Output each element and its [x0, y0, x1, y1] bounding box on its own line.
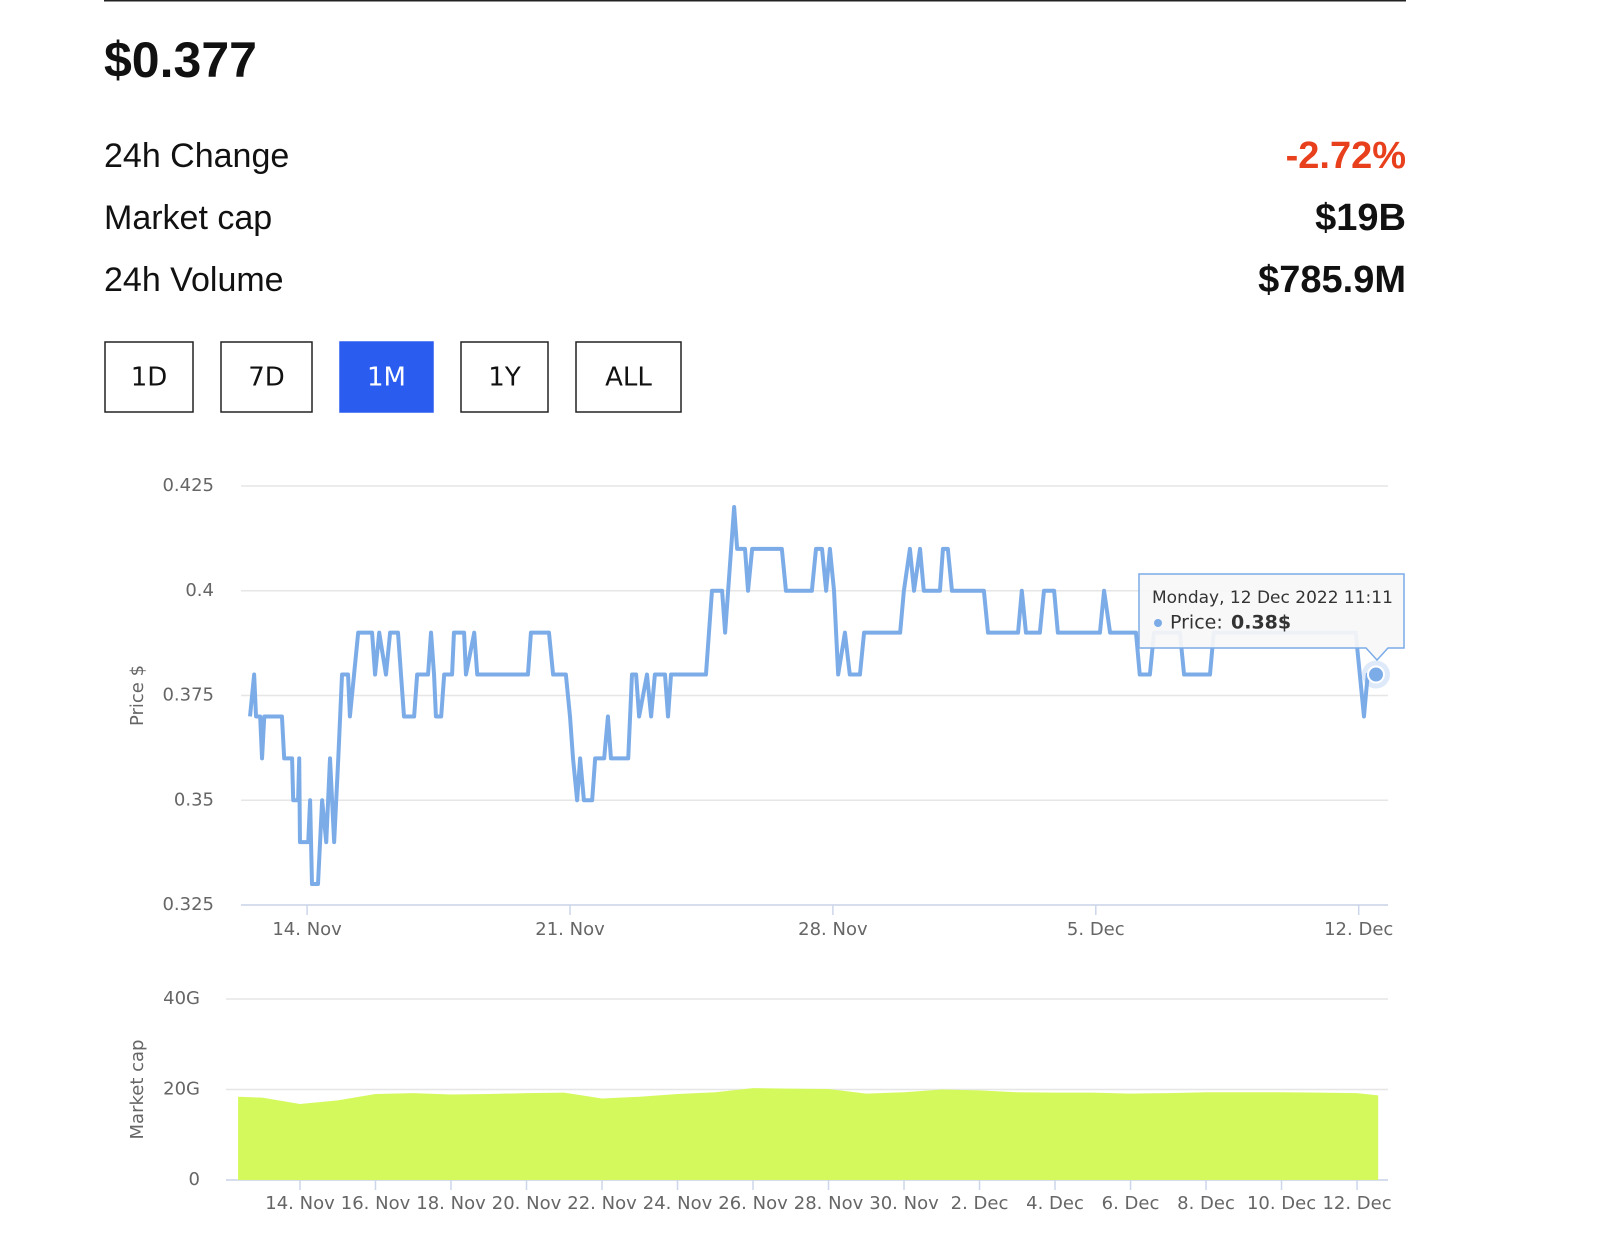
stat-value: $785.9M — [1258, 259, 1406, 301]
x-tick-label: 16. Nov — [341, 1193, 411, 1214]
range-button[interactable]: 7D — [220, 341, 313, 413]
stat-value: -2.72% — [1286, 135, 1406, 177]
stat-label: Market cap — [104, 199, 272, 237]
range-button[interactable]: ALL — [575, 341, 682, 413]
x-tick-label: 8. Dec — [1177, 1193, 1235, 1214]
price-line — [248, 504, 1376, 887]
range-button[interactable]: 1Y — [460, 341, 549, 413]
y-tick-label: 40G — [163, 988, 200, 1009]
button-box[interactable] — [339, 341, 434, 413]
x-tick-label: 12. Dec — [1322, 1193, 1391, 1214]
button-box[interactable] — [220, 341, 313, 413]
tooltip-value: 0.38$ — [1231, 612, 1291, 634]
button-label[interactable]: 7D — [248, 363, 285, 393]
x-tick-label: 14. Nov — [265, 1193, 335, 1214]
x-tick-label: 30. Nov — [869, 1193, 939, 1214]
x-tick-label: 24. Nov — [643, 1193, 713, 1214]
button-label[interactable]: 1M — [367, 363, 406, 393]
x-tick-label: 5. Dec — [1067, 919, 1125, 940]
y-tick-label: 20G — [163, 1079, 200, 1100]
x-tick-label: 26. Nov — [718, 1193, 788, 1214]
stat-value: $19B — [1315, 197, 1406, 239]
range-button[interactable]: 1M — [339, 341, 434, 413]
price: $0.377 — [104, 32, 257, 88]
y-tick-label: 0.35 — [174, 789, 214, 810]
tooltip-label: Price: — [1170, 612, 1223, 634]
button-box[interactable] — [104, 341, 194, 413]
x-tick-label: 10. Dec — [1247, 1193, 1316, 1214]
y-tick-label: 0.325 — [162, 894, 214, 915]
x-tick-label: 12. Dec — [1324, 919, 1393, 940]
tooltip-date: Monday, 12 Dec 2022 11:11 — [1152, 588, 1393, 608]
hover-point — [1366, 665, 1385, 684]
x-tick-label: 22. Nov — [567, 1193, 637, 1214]
y-tick-label: 0.4 — [185, 580, 214, 601]
x-tick-label: 2. Dec — [951, 1193, 1009, 1214]
x-tick-label: 18. Nov — [416, 1193, 486, 1214]
y-tick-label: 0.425 — [162, 475, 214, 496]
button-box[interactable] — [575, 341, 682, 413]
range-button[interactable]: 1D — [104, 341, 194, 413]
y-axis-label: Market cap — [127, 1040, 148, 1140]
button-box[interactable] — [460, 341, 549, 413]
y-tick-label: 0.375 — [162, 685, 214, 706]
market-cap-area — [238, 1088, 1379, 1180]
button-label[interactable]: 1Y — [488, 363, 521, 393]
x-tick-label: 28. Nov — [798, 919, 868, 940]
button-label[interactable]: 1D — [131, 363, 168, 393]
button-label[interactable]: ALL — [605, 363, 652, 393]
tooltip: Monday, 12 Dec 2022 11:11 Price: 0.38$ — [1138, 573, 1405, 662]
x-tick-label: 21. Nov — [535, 919, 605, 940]
x-tick-label: 20. Nov — [492, 1193, 562, 1214]
y-axis-label: Price $ — [127, 665, 148, 726]
tooltip-dot — [1154, 619, 1162, 627]
stat-label: 24h Change — [104, 137, 289, 175]
x-tick-label: 14. Nov — [272, 919, 342, 940]
x-tick-label: 4. Dec — [1026, 1193, 1084, 1214]
x-tick-label: 28. Nov — [794, 1193, 864, 1214]
x-tick-label: 6. Dec — [1102, 1193, 1160, 1214]
tooltip-box — [1138, 573, 1405, 662]
stat-label: 24h Volume — [104, 261, 284, 299]
y-tick-label: 0 — [189, 1169, 200, 1190]
